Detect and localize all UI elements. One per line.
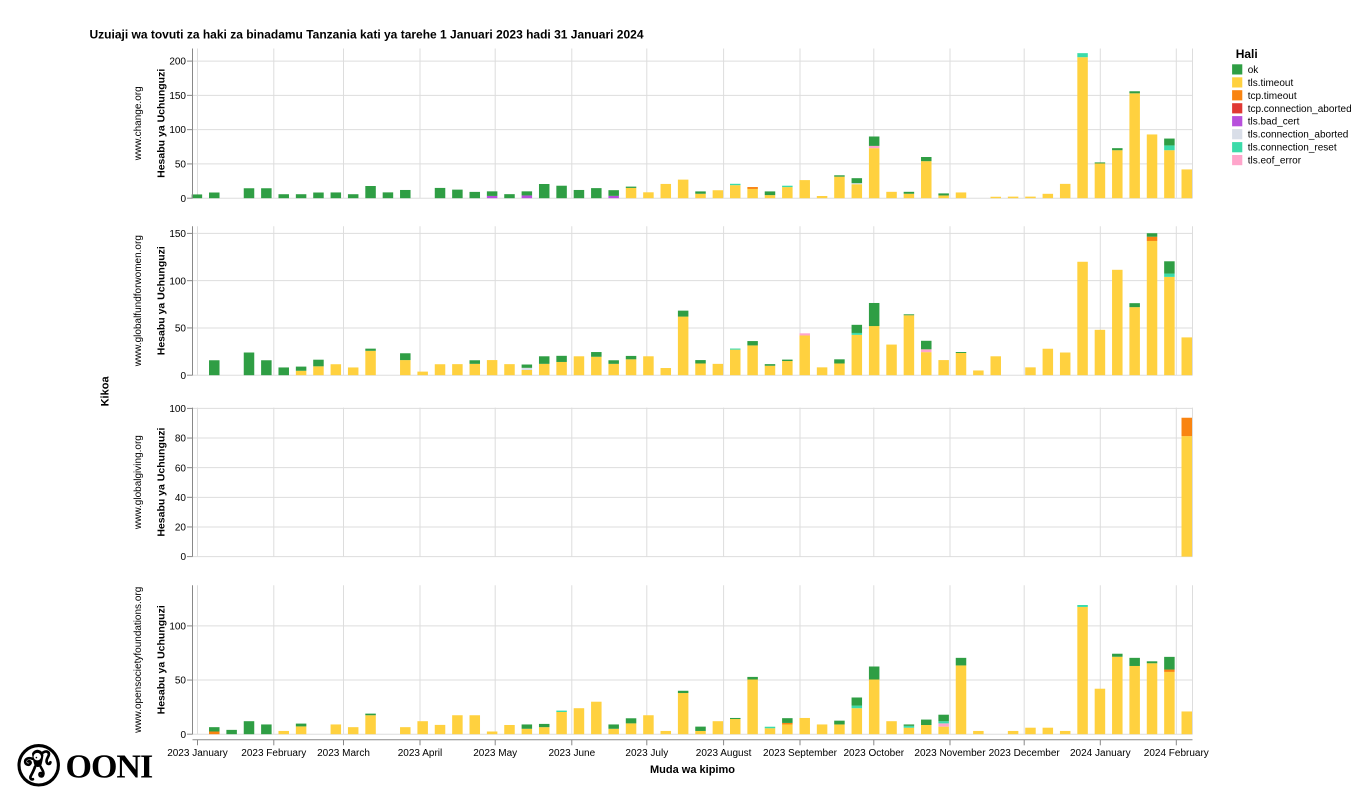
svg-text:2023 June: 2023 June [548, 748, 595, 759]
svg-text:OONI: OONI [66, 748, 153, 785]
svg-text:2023 August: 2023 August [696, 748, 752, 759]
svg-text:100: 100 [169, 276, 186, 287]
svg-text:0: 0 [180, 194, 186, 205]
svg-text:2023 October: 2023 October [843, 748, 904, 759]
svg-text:tls.connection_reset: tls.connection_reset [1248, 143, 1337, 154]
svg-text:Hesabu ya Uchunguzi: Hesabu ya Uchunguzi [156, 69, 168, 178]
svg-text:2024 January: 2024 January [1070, 748, 1131, 759]
svg-text:Muda wa kipimo: Muda wa kipimo [650, 764, 735, 776]
svg-text:150: 150 [169, 91, 186, 102]
svg-text:Hesabu ya Uchunguzi: Hesabu ya Uchunguzi [156, 246, 168, 355]
svg-text:tcp.connection_aborted: tcp.connection_aborted [1248, 104, 1351, 115]
svg-text:www.globalgiving.org: www.globalgiving.org [133, 435, 144, 530]
svg-text:tls.timeout: tls.timeout [1248, 78, 1294, 89]
svg-text:tls.eof_error: tls.eof_error [1248, 156, 1302, 167]
svg-text:50: 50 [175, 676, 187, 687]
svg-text:20: 20 [175, 523, 187, 534]
svg-text:60: 60 [175, 463, 187, 474]
svg-text:Hesabu ya Uchunguzi: Hesabu ya Uchunguzi [156, 605, 168, 714]
svg-text:2023 March: 2023 March [317, 748, 370, 759]
svg-text:2023 April: 2023 April [398, 748, 442, 759]
svg-text:tcp.timeout: tcp.timeout [1248, 91, 1297, 102]
svg-text:80: 80 [175, 434, 187, 445]
svg-text:ok: ok [1248, 65, 1260, 76]
svg-text:40: 40 [175, 493, 187, 504]
svg-text:50: 50 [175, 160, 187, 171]
svg-text:tls.connection_aborted: tls.connection_aborted [1248, 130, 1349, 141]
svg-text:Uzuiaji wa tovuti za haki za b: Uzuiaji wa tovuti za haki za binadamu Ta… [90, 27, 644, 41]
svg-text:www.change.org: www.change.org [133, 86, 144, 161]
svg-text:50: 50 [175, 324, 187, 335]
svg-text:0: 0 [180, 552, 186, 563]
svg-text:tls.bad_cert: tls.bad_cert [1248, 117, 1300, 128]
svg-text:200: 200 [169, 57, 186, 68]
svg-text:2023 September: 2023 September [763, 748, 838, 759]
svg-text:0: 0 [180, 371, 186, 382]
svg-text:www.opensocietyfoundations.org: www.opensocietyfoundations.org [133, 587, 144, 734]
svg-text:100: 100 [169, 622, 186, 633]
svg-text:2023 February: 2023 February [241, 748, 306, 759]
svg-text:Hali: Hali [1236, 47, 1258, 61]
svg-text:150: 150 [169, 229, 186, 240]
svg-text:www.globalfundforwomen.org: www.globalfundforwomen.org [133, 235, 144, 367]
svg-text:100: 100 [169, 125, 186, 136]
svg-text:2023 November: 2023 November [914, 748, 986, 759]
svg-text:2023 December: 2023 December [989, 748, 1061, 759]
svg-text:0: 0 [180, 730, 186, 741]
svg-text:100: 100 [169, 404, 186, 415]
svg-text:2023 May: 2023 May [473, 748, 517, 759]
svg-text:Hesabu ya Uchunguzi: Hesabu ya Uchunguzi [156, 427, 168, 536]
svg-text:2023 January: 2023 January [167, 748, 228, 759]
svg-text:2024 February: 2024 February [1144, 748, 1209, 759]
svg-text:Kikoa: Kikoa [100, 376, 112, 407]
svg-text:2023 July: 2023 July [625, 748, 668, 759]
